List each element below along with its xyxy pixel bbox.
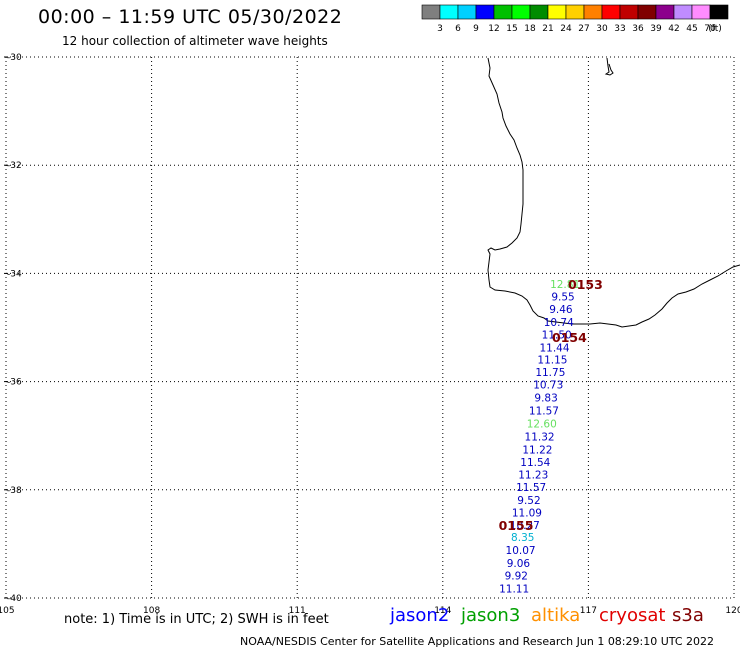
longitude-label: 105: [0, 606, 15, 616]
pass-time-label: 0154: [552, 330, 587, 345]
swh-observation: 9.52: [517, 495, 540, 507]
swh-observation: 9.92: [505, 571, 528, 583]
swh-observation: 11.57: [529, 406, 559, 418]
satellite-jason3: jason3: [461, 605, 521, 626]
swh-observation: 8.35: [511, 532, 534, 544]
swh-observation: 10.73: [533, 380, 563, 392]
swh-observation: 11.11: [499, 584, 529, 596]
swh-observation: 9.06: [507, 558, 531, 570]
swh-observation: 11.23: [518, 469, 548, 481]
swh-observation: 11.32: [525, 432, 555, 444]
swh-observation: 9.55: [551, 291, 574, 303]
satellite-altika: altika: [531, 605, 581, 626]
scale-label: 6: [455, 24, 461, 34]
scale-label: 24: [560, 24, 572, 34]
satellite-cryosat: cryosat: [599, 605, 666, 626]
coastline: [487, 57, 740, 328]
wave-height-observations: 12.819.559.4610.7411.5011.4411.1511.7510…: [499, 279, 580, 596]
latitude-label: -36: [7, 378, 22, 388]
satellite-s3a: s3a: [672, 605, 704, 626]
scale-label: 15: [506, 24, 517, 34]
swh-observation: 12.60: [527, 419, 557, 431]
swh-observation: 10.27: [510, 520, 540, 532]
scale-label: 12: [488, 24, 499, 34]
longitude-label: 111: [289, 606, 306, 616]
coastline-inlet: [604, 57, 614, 76]
swh-observation: 11.57: [516, 482, 546, 494]
swh-observation: 11.09: [512, 507, 542, 519]
pass-time-label: 0155: [499, 518, 534, 533]
latitude-label: -34: [7, 269, 22, 279]
latitude-label: -30: [7, 53, 22, 63]
credit-line: NOAA/NESDIS Center for Satellite Applica…: [240, 635, 715, 648]
scale-label: 45: [686, 24, 697, 34]
scale-label: 33: [614, 24, 625, 34]
map-subtitle: 12 hour collection of altimeter wave hei…: [62, 34, 328, 48]
swh-observation: 11.75: [535, 367, 565, 379]
swh-observation: 9.46: [549, 304, 573, 316]
scale-label: 9: [473, 24, 479, 34]
swh-observation: 11.54: [520, 457, 550, 469]
wave-height-color-scale: 3 6 9 12 15 18 21 24 27 30 33 36 39 42 45 70 (ft): [421, 4, 740, 36]
longitude-label: 117: [580, 606, 597, 616]
swh-observation: 9.83: [534, 393, 557, 405]
longitude-label: 114: [434, 606, 451, 616]
longitude-label: 108: [143, 606, 160, 616]
scale-label: 42: [668, 24, 679, 34]
latitude-label: -38: [7, 486, 22, 496]
latitude-label: -32: [7, 161, 22, 171]
swh-observation: 11.22: [522, 445, 552, 457]
swh-observation: 11.15: [537, 355, 567, 367]
scale-label: 39: [650, 24, 662, 34]
scale-swatch: [709, 4, 729, 20]
scale-label: 36: [632, 24, 644, 34]
map-title: 00:00 – 11:59 UTC 05/30/2022: [38, 6, 343, 28]
scale-label: 70: [704, 24, 716, 34]
swh-observation: 11.44: [539, 342, 569, 354]
scale-label: 18: [524, 24, 536, 34]
satellite-jason2: jason2: [390, 605, 450, 626]
scale-label: 3: [437, 24, 443, 34]
lat-lon-grid: 105 108 111 114 117 120 -30 -32 -34 -36 -38 -40: [0, 53, 740, 616]
swh-observation: 10.07: [506, 545, 536, 557]
swh-observation: 11.50: [542, 329, 572, 341]
scale-label: 30: [596, 24, 608, 34]
scale-label: 21: [542, 24, 553, 34]
scale-label: (ft): [708, 24, 722, 34]
coastline-western-australia: [487, 57, 740, 328]
longitude-label: 120: [725, 606, 740, 616]
pass-time-label: 0153: [568, 277, 603, 292]
pass-time-labels: 0153 0154 0155: [499, 277, 603, 533]
latitude-label: -40: [7, 594, 22, 604]
scale-label: 27: [578, 24, 589, 34]
swh-observation: 10.74: [544, 317, 574, 329]
swh-observation: 12.81: [550, 279, 580, 291]
units-note: note: 1) Time is in UTC; 2) SWH is in fe…: [64, 612, 329, 627]
